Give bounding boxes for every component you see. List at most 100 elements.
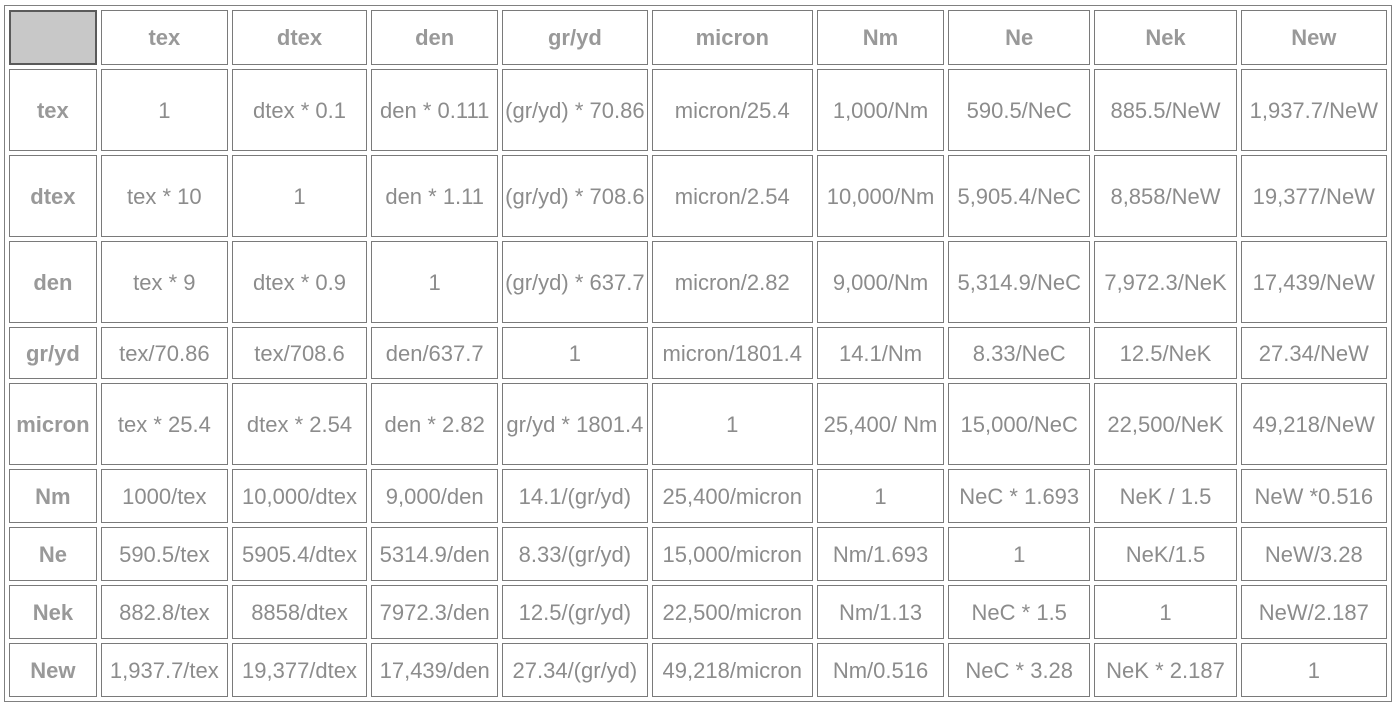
table-cell: den * 2.82 [371,383,499,465]
table-cell: 1,937.7/NeW [1240,69,1387,151]
table-cell: NeK/1.5 [1094,527,1237,581]
table-cell: 17,439/den [371,643,499,697]
table-cell: 25,400/micron [651,469,813,523]
table-cell: 5905.4/dtex [231,527,368,581]
table-cell: 17,439/NeW [1240,241,1387,323]
table-cell: micron/2.54 [651,155,813,237]
row-header: dtex [9,155,97,237]
table-cell: 1 [651,383,813,465]
table-cell: 1 [948,527,1091,581]
table-cell: 10,000/dtex [231,469,368,523]
table-cell: Nm/1.13 [816,585,945,639]
table-cell: 1 [502,327,648,379]
conversion-table: tex dtex den gr/yd micron Nm Ne Nek New … [4,5,1392,702]
table-cell: NeC * 1.5 [948,585,1091,639]
table-row: dtex tex * 10 1 den * 1.11 (gr/yd) * 708… [9,155,1387,237]
row-header: Nm [9,469,97,523]
table-cell: 885.5/NeW [1094,69,1237,151]
column-header: den [371,10,499,65]
table-cell: 7,972.3/NeK [1094,241,1237,323]
table-cell: (gr/yd) * 70.86 [502,69,648,151]
table-cell: micron/25.4 [651,69,813,151]
table-row: Ne 590.5/tex 5905.4/dtex 5314.9/den 8.33… [9,527,1387,581]
table-cell: 5,905.4/NeC [948,155,1091,237]
table-cell: dtex * 0.1 [231,69,368,151]
table-cell: NeC * 1.693 [948,469,1091,523]
table-cell: 1 [1094,585,1237,639]
table-cell: 49,218/NeW [1240,383,1387,465]
table-cell: (gr/yd) * 637.7 [502,241,648,323]
table-cell: 14.1/Nm [816,327,945,379]
table-cell: 8,858/NeW [1094,155,1237,237]
table-cell: 15,000/micron [651,527,813,581]
table-cell: den * 0.111 [371,69,499,151]
column-header: New [1240,10,1387,65]
table-cell: 12.5/(gr/yd) [502,585,648,639]
row-header: micron [9,383,97,465]
table-cell: 1 [816,469,945,523]
table-row: micron tex * 25.4 dtex * 2.54 den * 2.82… [9,383,1387,465]
table-cell: 5314.9/den [371,527,499,581]
table-cell: micron/2.82 [651,241,813,323]
table-cell: 19,377/dtex [231,643,368,697]
column-header: dtex [231,10,368,65]
table-row: den tex * 9 dtex * 0.9 1 (gr/yd) * 637.7… [9,241,1387,323]
column-header: gr/yd [502,10,648,65]
table-cell: gr/yd * 1801.4 [502,383,648,465]
table-cell: 12.5/NeK [1094,327,1237,379]
table-cell: 1,937.7/tex [100,643,228,697]
table-cell: tex * 25.4 [100,383,228,465]
table-row: Nek 882.8/tex 8858/dtex 7972.3/den 12.5/… [9,585,1387,639]
row-header: Ne [9,527,97,581]
row-header: tex [9,69,97,151]
table-cell: den/637.7 [371,327,499,379]
table-row: tex 1 dtex * 0.1 den * 0.111 (gr/yd) * 7… [9,69,1387,151]
table-cell: 590.5/NeC [948,69,1091,151]
table-cell: NeW *0.516 [1240,469,1387,523]
table-cell: tex/708.6 [231,327,368,379]
table-cell: 10,000/Nm [816,155,945,237]
table-cell: 590.5/tex [100,527,228,581]
table-cell: 882.8/tex [100,585,228,639]
column-header: Ne [948,10,1091,65]
corner-cell [9,10,97,65]
table-cell: tex * 9 [100,241,228,323]
table-cell: 8858/dtex [231,585,368,639]
table-cell: 14.1/(gr/yd) [502,469,648,523]
column-header: micron [651,10,813,65]
table-cell: 9,000/den [371,469,499,523]
table-cell: 1000/tex [100,469,228,523]
table-cell: 49,218/micron [651,643,813,697]
table-cell: 7972.3/den [371,585,499,639]
table-cell: micron/1801.4 [651,327,813,379]
column-header: tex [100,10,228,65]
table-row: gr/yd tex/70.86 tex/708.6 den/637.7 1 mi… [9,327,1387,379]
table-cell: 25,400/ Nm [816,383,945,465]
table-cell: NeK / 1.5 [1094,469,1237,523]
column-header: Nm [816,10,945,65]
table-cell: 1 [100,69,228,151]
table-cell: 9,000/Nm [816,241,945,323]
table-cell: 1 [371,241,499,323]
row-header: Nek [9,585,97,639]
table-cell: 8.33/NeC [948,327,1091,379]
table-cell: NeW/3.28 [1240,527,1387,581]
table-cell: 1 [1240,643,1387,697]
table-cell: NeC * 3.28 [948,643,1091,697]
table-cell: NeW/2.187 [1240,585,1387,639]
table-cell: 1 [231,155,368,237]
row-header: New [9,643,97,697]
table-cell: 8.33/(gr/yd) [502,527,648,581]
table-cell: tex * 10 [100,155,228,237]
table-row: New 1,937.7/tex 19,377/dtex 17,439/den 2… [9,643,1387,697]
table-cell: 5,314.9/NeC [948,241,1091,323]
table-cell: NeK * 2.187 [1094,643,1237,697]
table-cell: 1,000/Nm [816,69,945,151]
table-cell: (gr/yd) * 708.6 [502,155,648,237]
row-header: gr/yd [9,327,97,379]
table-cell: den * 1.11 [371,155,499,237]
table-cell: 15,000/NeC [948,383,1091,465]
table-cell: Nm/1.693 [816,527,945,581]
table-cell: Nm/0.516 [816,643,945,697]
table-cell: 19,377/NeW [1240,155,1387,237]
